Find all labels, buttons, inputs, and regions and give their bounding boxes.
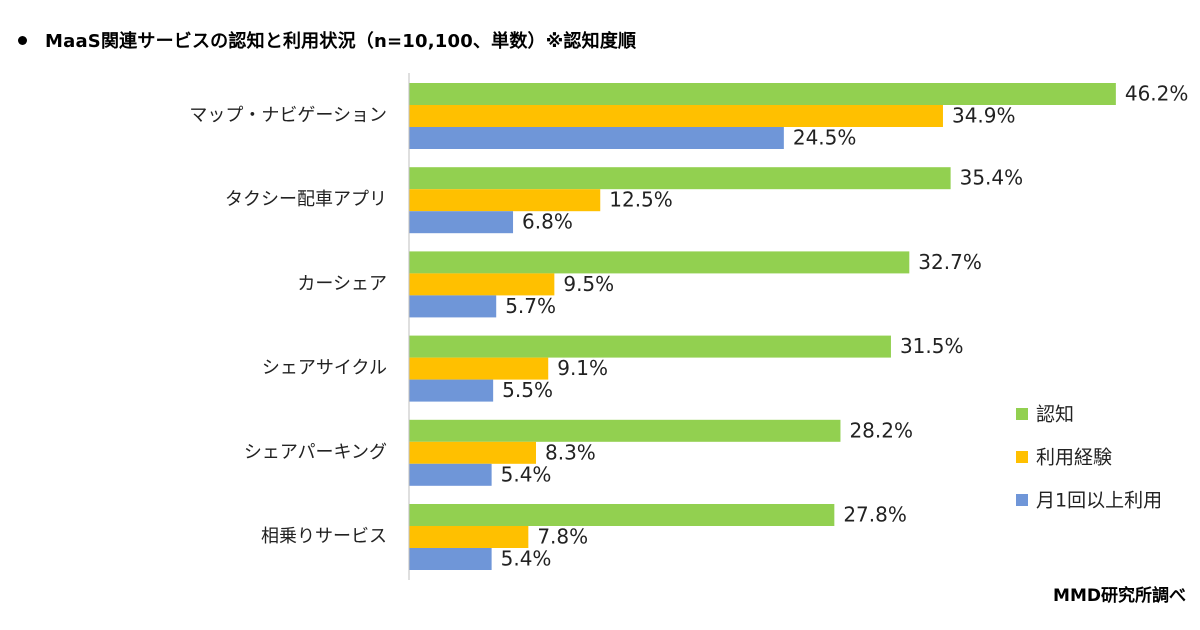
bar (409, 419, 841, 442)
category-label: タクシー配車アプリ (225, 189, 387, 210)
bar (409, 211, 514, 234)
data-label: 31.5% (900, 334, 964, 358)
data-label: 8.3% (545, 440, 596, 464)
data-label: 28.2% (849, 418, 913, 442)
data-label: 6.8% (522, 210, 573, 234)
data-label: 5.4% (501, 547, 552, 571)
legend-swatch (1016, 451, 1028, 463)
data-label: 12.5% (609, 188, 673, 212)
category-label: カーシェア (297, 273, 387, 294)
bar (409, 167, 951, 190)
source-credit: MMD研究所調べ (1053, 586, 1186, 606)
data-label: 5.7% (505, 294, 556, 318)
bar (409, 295, 497, 318)
bar (409, 335, 891, 358)
bar (409, 504, 835, 526)
title-bullet-icon (18, 35, 27, 45)
bar (409, 379, 494, 402)
category-label: シェアサイクル (262, 358, 387, 379)
legend-label: 利用経験 (1036, 447, 1112, 469)
chart-title-text: MaaS関連サービスの認知と利用状況（n=10,100、単数）※認知度順 (45, 31, 637, 52)
bar (409, 463, 492, 486)
legend-label: 月1回以上利用 (1036, 490, 1162, 512)
bar (409, 189, 601, 212)
category-label: マップ・ナビゲーション (189, 105, 387, 126)
data-label: 46.2% (1125, 82, 1189, 106)
bar (409, 548, 492, 570)
data-label: 5.5% (502, 378, 553, 402)
bar (409, 251, 910, 274)
bar (409, 441, 536, 464)
legend-swatch (1016, 494, 1028, 506)
data-label: 27.8% (843, 503, 907, 527)
bar (409, 127, 784, 149)
bar (409, 105, 943, 127)
bar (409, 357, 549, 380)
category-label: シェアパーキング (244, 442, 387, 463)
data-label: 24.5% (793, 126, 857, 150)
bar (409, 273, 555, 296)
bar (409, 526, 529, 548)
data-label: 9.1% (557, 356, 608, 380)
data-label: 5.4% (501, 462, 552, 486)
legend-label: 認知 (1036, 404, 1074, 426)
bar (409, 83, 1116, 105)
data-label: 9.5% (563, 272, 614, 296)
data-label: 7.8% (537, 525, 588, 549)
data-label: 34.9% (952, 104, 1016, 128)
category-label: 相乗りサービス (261, 526, 387, 547)
legend-swatch (1016, 408, 1028, 420)
chart-title: MaaS関連サービスの認知と利用状況（n=10,100、単数）※認知度順 (18, 26, 636, 54)
data-label: 32.7% (918, 250, 982, 274)
data-label: 35.4% (960, 166, 1024, 190)
